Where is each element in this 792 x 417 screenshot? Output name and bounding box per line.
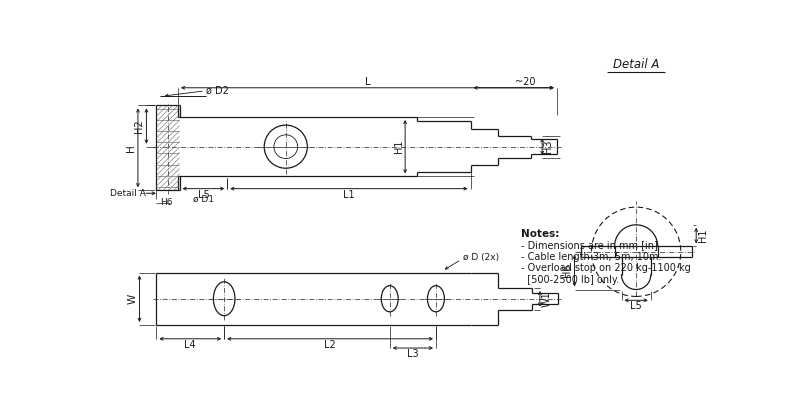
Text: L5: L5 bbox=[630, 301, 642, 311]
Text: [500-2500 lb] only.: [500-2500 lb] only. bbox=[520, 275, 619, 285]
Text: ø D2: ø D2 bbox=[207, 86, 230, 96]
Text: Detail A: Detail A bbox=[110, 189, 146, 198]
Text: H: H bbox=[126, 144, 136, 152]
Text: H1: H1 bbox=[698, 229, 708, 242]
Text: Detail A: Detail A bbox=[613, 58, 659, 71]
Text: ø D1: ø D1 bbox=[193, 195, 214, 204]
Text: L3: L3 bbox=[407, 349, 419, 359]
Text: H6: H6 bbox=[160, 198, 173, 207]
Text: - Dimensions are in mm [in]: - Dimensions are in mm [in] bbox=[520, 240, 657, 250]
Text: L1: L1 bbox=[343, 190, 355, 200]
Text: W: W bbox=[128, 294, 138, 304]
Text: H3: H3 bbox=[543, 140, 554, 153]
Text: ø D (2x): ø D (2x) bbox=[463, 253, 499, 262]
Text: ~20: ~20 bbox=[515, 78, 535, 88]
Text: L2: L2 bbox=[324, 340, 336, 350]
Text: H2: H2 bbox=[135, 119, 144, 133]
Text: Notes:: Notes: bbox=[520, 229, 559, 239]
Text: H1: H1 bbox=[394, 140, 404, 153]
Text: L4: L4 bbox=[185, 340, 196, 350]
Text: L: L bbox=[364, 78, 371, 88]
Text: - Overload stop on 220 kg-1100 kg: - Overload stop on 220 kg-1100 kg bbox=[520, 263, 691, 273]
Text: - Cable length 3m, 5m, 10m.: - Cable length 3m, 5m, 10m. bbox=[520, 252, 661, 262]
Text: L5: L5 bbox=[197, 190, 209, 200]
Text: H6: H6 bbox=[562, 264, 572, 277]
Text: W1: W1 bbox=[542, 291, 552, 306]
